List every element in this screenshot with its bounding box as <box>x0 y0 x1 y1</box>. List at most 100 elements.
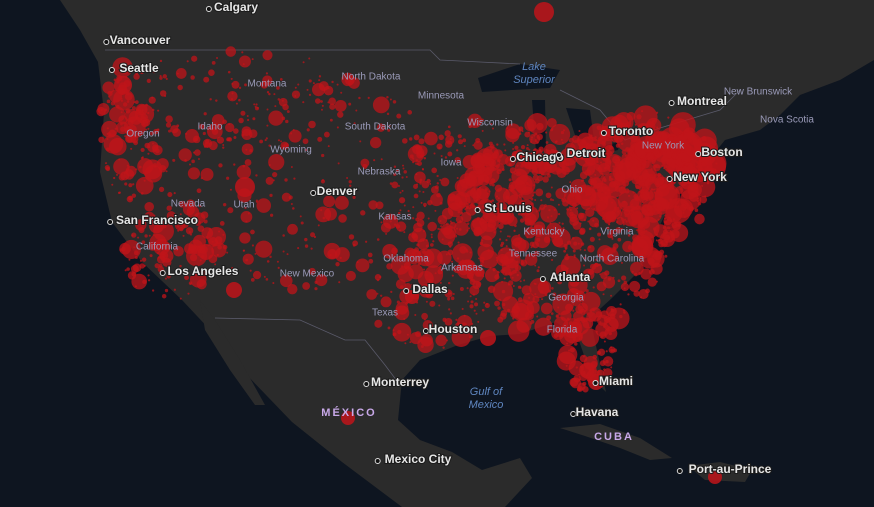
case-dot <box>244 206 247 209</box>
water-label: Superior <box>513 74 556 86</box>
case-dot <box>405 290 419 304</box>
case-dot <box>186 60 189 63</box>
case-dot <box>569 236 583 250</box>
case-dot <box>631 210 644 224</box>
case-dot <box>484 302 490 309</box>
case-dot <box>159 59 163 63</box>
case-dot <box>569 192 575 198</box>
case-dot <box>256 198 272 213</box>
case-dot <box>368 200 378 210</box>
case-dot <box>667 116 670 119</box>
case-dot <box>218 163 223 168</box>
case-dot <box>147 152 150 155</box>
case-dot <box>440 223 453 236</box>
city-marker <box>676 468 683 474</box>
case-dot <box>255 103 258 106</box>
case-dot <box>549 222 552 225</box>
case-dot <box>481 129 484 132</box>
region-label: Texas <box>372 308 398 319</box>
case-dot <box>447 125 451 129</box>
case-dot <box>165 115 173 123</box>
case-dot <box>386 263 393 270</box>
case-dot <box>683 205 686 208</box>
city-label: New York <box>673 170 727 184</box>
case-dot <box>376 238 380 241</box>
case-dot <box>231 80 240 89</box>
case-dot <box>308 120 316 129</box>
case-dot <box>320 100 323 103</box>
case-dot <box>594 222 600 228</box>
case-dot <box>222 119 227 125</box>
case-dot <box>393 172 397 176</box>
case-dot <box>513 229 516 232</box>
case-dot <box>500 249 503 252</box>
case-dot <box>314 98 321 104</box>
case-dot <box>238 86 242 90</box>
case-dot <box>520 259 528 267</box>
case-dot <box>594 173 597 176</box>
case-dot <box>306 128 310 132</box>
case-dot <box>587 244 595 253</box>
case-dot <box>429 182 432 185</box>
case-dot <box>689 184 697 192</box>
case-dot <box>617 237 622 242</box>
case-dot <box>605 359 609 364</box>
case-dot <box>655 233 659 236</box>
case-dot <box>488 141 493 146</box>
case-dot <box>416 160 423 167</box>
case-dot <box>172 158 176 162</box>
case-dot <box>553 333 559 339</box>
case-dot <box>130 264 139 273</box>
case-dot <box>631 236 654 259</box>
case-dot <box>349 80 352 83</box>
case-dot <box>442 267 445 270</box>
case-dot <box>533 282 536 285</box>
case-dot <box>493 215 496 218</box>
case-dot <box>565 364 568 367</box>
region-label: Tennessee <box>509 249 558 260</box>
case-dot <box>450 296 455 301</box>
country-label: MÉXICO <box>321 406 376 419</box>
case-dot <box>535 188 544 197</box>
case-dot <box>456 176 459 179</box>
case-dot <box>382 244 398 259</box>
case-dot <box>569 181 572 184</box>
case-dot <box>413 134 420 141</box>
case-dot <box>353 122 356 125</box>
case-dot <box>470 300 474 304</box>
case-dot <box>308 93 312 97</box>
case-dot <box>102 81 115 94</box>
case-dot <box>597 232 602 237</box>
case-dot <box>441 238 444 241</box>
case-dot <box>672 181 675 184</box>
case-dot <box>674 205 677 209</box>
case-dot <box>560 138 563 141</box>
city-marker <box>205 6 212 12</box>
case-dot <box>173 288 177 291</box>
case-dot <box>521 285 532 296</box>
case-dot <box>619 303 622 306</box>
case-dot <box>171 272 175 276</box>
case-dot <box>184 159 187 162</box>
case-dot <box>235 177 255 197</box>
case-dot <box>288 195 293 200</box>
case-dot <box>155 128 160 132</box>
case-dot <box>355 109 358 112</box>
case-dot <box>504 149 507 152</box>
case-dot <box>679 187 682 190</box>
case-dot <box>514 152 518 157</box>
case-dot <box>179 226 184 232</box>
case-dot <box>124 269 127 272</box>
case-dot <box>149 218 164 234</box>
case-dot <box>611 237 614 240</box>
case-dot <box>402 167 405 170</box>
case-dot <box>675 174 681 180</box>
case-dot <box>669 230 672 233</box>
case-dot <box>473 140 483 150</box>
case-dot <box>120 126 126 132</box>
case-dot <box>423 248 443 268</box>
case-dot <box>524 131 531 138</box>
case-dot <box>666 226 671 232</box>
case-dot <box>242 249 245 252</box>
case-dot <box>159 76 163 80</box>
